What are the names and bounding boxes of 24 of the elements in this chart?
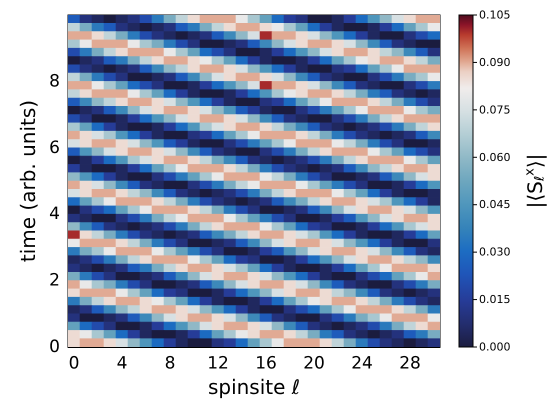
y-tick-label: 8 <box>49 71 60 92</box>
color-bar-label: 0.060 <box>479 150 510 164</box>
x-axis-title: spinsite ℓ <box>208 374 300 399</box>
x-tick-label: 24 <box>351 354 373 374</box>
color-bar-label: 0.030 <box>479 246 510 259</box>
y-tick-label: 6 <box>49 138 60 158</box>
x-tick-label: 8 <box>164 354 176 374</box>
color-bar-label: 0.075 <box>479 103 510 116</box>
y-tick-label: 4 <box>49 204 60 224</box>
color-bar-label: 0.105 <box>479 8 510 22</box>
color-bar-label: 0.090 <box>479 56 510 69</box>
color-bar-label: 0.045 <box>479 198 510 212</box>
x-tick-label: 28 <box>399 354 421 374</box>
y-axis-title: time (arb. units) <box>16 100 40 262</box>
x-tick-label: 4 <box>116 354 128 374</box>
x-tick-label: 16 <box>255 354 277 374</box>
color-bar-label: 0.000 <box>479 340 510 354</box>
x-tick-label: 0 <box>68 354 80 374</box>
color-bar-label: 0.015 <box>479 293 510 306</box>
color-bar-title: |⟨Sℓx⟩| <box>522 154 548 208</box>
y-tick-label: 0 <box>49 337 60 357</box>
x-tick-label: 20 <box>303 354 325 374</box>
y-tick-label: 2 <box>49 270 60 291</box>
x-tick-label: 12 <box>207 354 229 374</box>
